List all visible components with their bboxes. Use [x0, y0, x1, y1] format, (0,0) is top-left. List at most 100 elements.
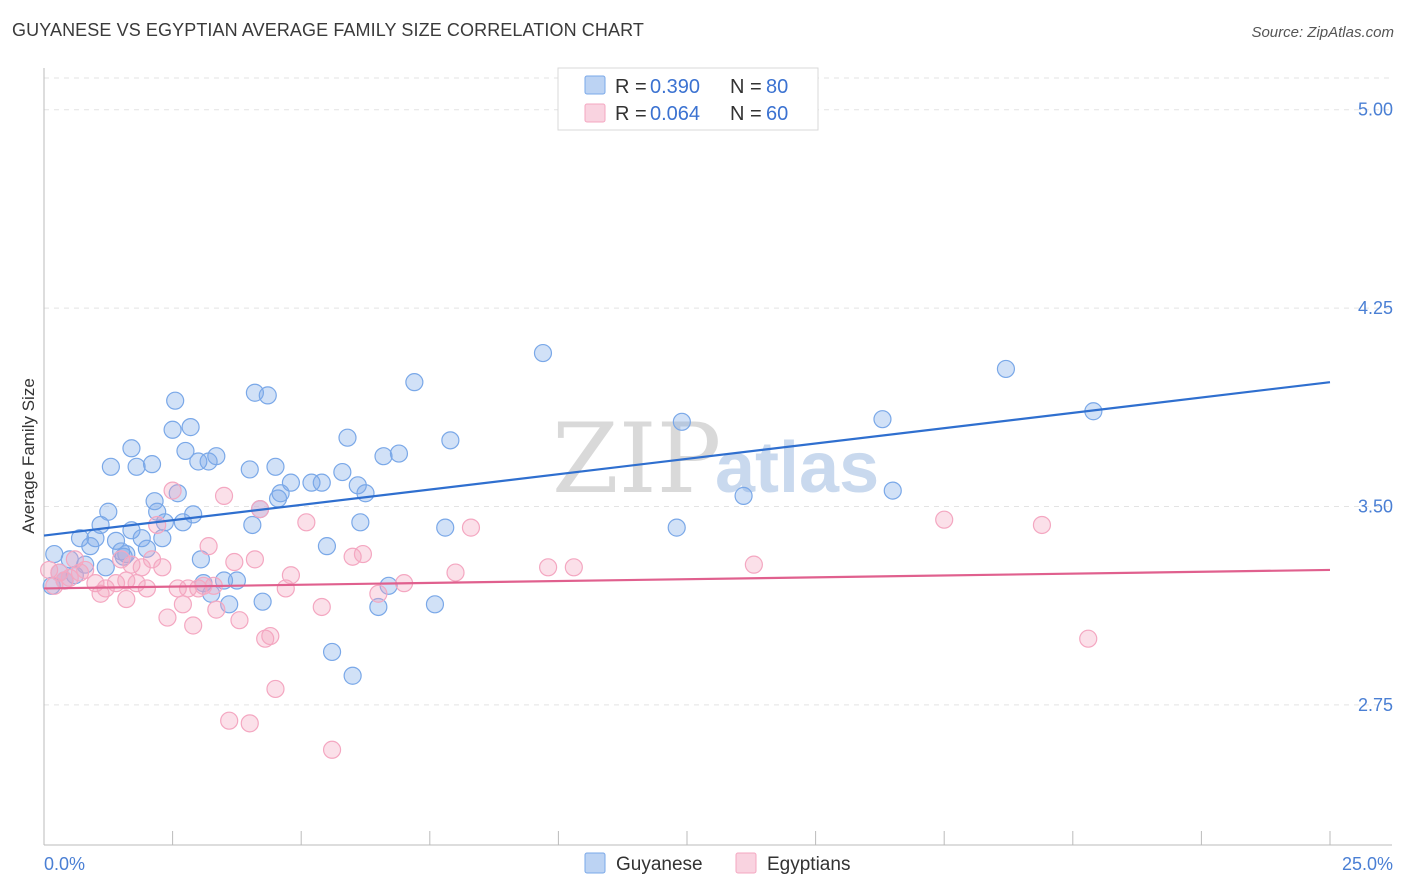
egyptians-point — [76, 560, 95, 580]
guyanese-point — [45, 544, 64, 564]
data-points — [40, 343, 1103, 759]
guyanese-point — [176, 441, 195, 461]
y-tick-label: 2.75 — [1358, 695, 1393, 715]
stats-legend: R = 0.390 N = 80 R = 0.064 N = 60 — [557, 67, 819, 131]
guyanese-point — [996, 359, 1016, 379]
legend-r-value-egyptians: 0.064 — [650, 103, 700, 125]
x-axis-left-label: 0.0% — [44, 854, 85, 874]
guyanese-point — [101, 457, 120, 476]
legend-r-label-guyanese: R = — [615, 76, 647, 98]
egyptians-point — [564, 558, 583, 577]
legend-n-label-egyptians: N = — [730, 103, 762, 125]
watermark: ZIP atlas — [552, 403, 879, 515]
guyanese-point — [132, 529, 151, 548]
egyptians-point — [112, 550, 131, 569]
series-guyanese-points — [42, 343, 1103, 685]
guyanese-point — [122, 439, 141, 458]
x-axis-right-label: 25.0% — [1342, 854, 1393, 874]
guyanese-point — [374, 447, 393, 466]
legend-r-value-guyanese: 0.390 — [650, 76, 700, 98]
guyanese-point — [436, 518, 455, 537]
egyptians-point — [446, 563, 465, 582]
y-axis-tick-labels: 5.00 4.25 3.50 2.75 — [1358, 100, 1393, 715]
guyanese-point — [312, 473, 331, 492]
egyptians-legend-swatch — [735, 852, 757, 874]
egyptians-point — [214, 486, 234, 505]
egyptians-point — [266, 679, 285, 699]
watermark-zip: ZIP — [552, 403, 721, 515]
trend-lines — [43, 381, 1331, 590]
egyptians-point — [245, 550, 265, 569]
egyptians-point — [70, 563, 90, 582]
egyptians-point — [322, 740, 342, 759]
legend-r-label-egyptians: R = — [615, 103, 647, 125]
egyptians-point — [137, 579, 156, 598]
y-tick-label: 3.50 — [1358, 496, 1393, 516]
guyanese-point — [181, 418, 200, 437]
egyptians-point — [369, 584, 388, 603]
egyptians-point — [353, 544, 373, 564]
guyanese-point — [253, 592, 272, 611]
egyptians-point — [163, 481, 182, 500]
guyanese-point — [322, 642, 342, 662]
egyptians-point — [153, 558, 172, 577]
guyanese-point — [441, 431, 460, 450]
guyanese-point — [127, 457, 146, 476]
guyanese-point — [99, 502, 118, 521]
egyptians-point — [935, 510, 954, 529]
egyptians-point — [158, 608, 177, 627]
egyptians-point — [189, 579, 208, 598]
egyptians-point — [297, 513, 316, 532]
x-axis-ticks — [43, 831, 1331, 845]
guyanese-point — [166, 391, 185, 410]
guyanese-point — [351, 513, 370, 532]
legend-n-value-egyptians: 60 — [766, 103, 788, 125]
egyptians-trend-line — [43, 568, 1331, 590]
egyptians-point — [122, 555, 141, 574]
legend-n-label-guyanese: N = — [730, 76, 762, 98]
egyptians-legend-label: Egyptians — [767, 854, 850, 875]
series-egyptians-points — [40, 481, 1098, 759]
egyptians-point — [225, 552, 244, 572]
guyanese-point — [207, 447, 226, 466]
y-axis-label: Average Family Size — [19, 378, 38, 534]
guyanese-point — [356, 484, 375, 503]
egyptians-point — [220, 711, 239, 730]
guyanese-point — [369, 597, 388, 617]
guyanese-point — [338, 428, 357, 447]
egyptians-point — [261, 626, 280, 646]
guyanese-point — [65, 566, 84, 585]
egyptians-point — [240, 714, 259, 733]
guyanese-swatch — [584, 75, 606, 95]
guyanese-legend-label: Guyanese — [616, 854, 703, 875]
egyptians-point — [117, 589, 136, 609]
guyanese-point — [405, 373, 424, 392]
egyptians-point — [173, 595, 192, 614]
egyptians-point — [91, 584, 110, 603]
egyptians-point — [60, 568, 79, 587]
watermark-atlas: atlas — [715, 428, 879, 508]
y-tick-label: 5.00 — [1358, 100, 1393, 120]
egyptians-swatch — [584, 103, 606, 123]
guyanese-point — [142, 455, 162, 474]
guyanese-point — [168, 484, 187, 503]
egyptians-point — [1032, 515, 1052, 535]
guyanese-point — [389, 444, 409, 463]
egyptians-point — [1079, 629, 1098, 648]
egyptians-point — [230, 611, 249, 630]
guyanese-point — [317, 537, 337, 556]
guyanese-point — [243, 515, 262, 535]
guyanese-point — [883, 481, 902, 500]
guyanese-point — [184, 505, 203, 524]
guyanese-point — [96, 558, 115, 577]
egyptians-point — [256, 629, 275, 648]
egyptians-point — [184, 616, 203, 635]
guyanese-point — [137, 539, 156, 558]
guyanese-point — [163, 420, 182, 439]
egyptians-point — [343, 547, 362, 566]
egyptians-point — [281, 566, 301, 585]
egyptians-point — [207, 600, 226, 619]
guyanese-point — [734, 486, 753, 505]
guyanese-point — [281, 473, 301, 492]
